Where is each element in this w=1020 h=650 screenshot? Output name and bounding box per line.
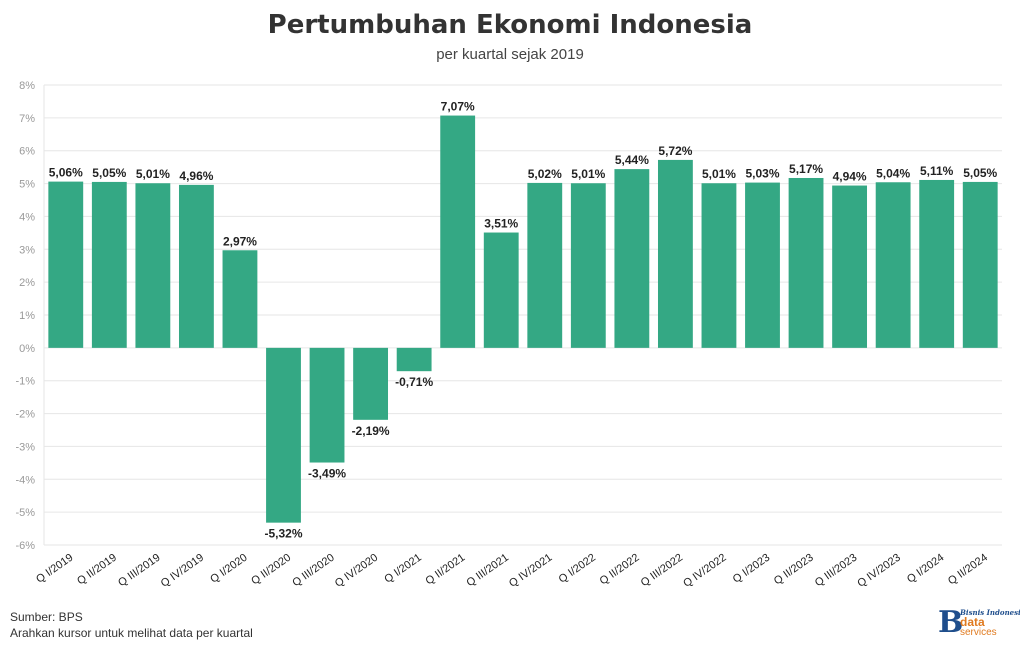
bar-q-iii-2023[interactable] bbox=[832, 185, 868, 348]
data-label: -0,71% bbox=[395, 375, 433, 389]
bar-q-i-2023[interactable] bbox=[745, 182, 780, 348]
y-tick-label: -4% bbox=[15, 474, 35, 486]
x-tick-label: Q I/2022 bbox=[557, 552, 598, 586]
bar-q-iii-2019[interactable] bbox=[135, 183, 171, 348]
x-tick-label: Q I/2023 bbox=[731, 552, 772, 586]
x-tick-label: Q II/2019 bbox=[75, 552, 119, 588]
x-tick-label: Q II/2024 bbox=[946, 552, 990, 588]
data-label: 5,05% bbox=[963, 166, 997, 180]
bar-q-iv-2021[interactable] bbox=[527, 182, 563, 348]
data-label: 5,01% bbox=[702, 167, 736, 181]
x-tick-label: Q III/2019 bbox=[116, 552, 162, 590]
bar-q-ii-2020[interactable] bbox=[266, 347, 301, 523]
bar-q-i-2024[interactable] bbox=[919, 179, 955, 348]
x-tick-label: Q II/2020 bbox=[249, 552, 293, 588]
hint-note: Arahkan kursor untuk melihat data per ku… bbox=[10, 626, 253, 640]
y-tick-label: -5% bbox=[15, 507, 35, 519]
x-tick-label: Q II/2021 bbox=[423, 552, 467, 588]
y-tick-label: -1% bbox=[15, 376, 35, 388]
bar-q-iii-2022[interactable] bbox=[657, 159, 693, 348]
logo-name: Bisnis Indonesia bbox=[960, 608, 1020, 617]
x-tick-label: Q I/2024 bbox=[905, 552, 946, 586]
bar-q-iv-2022[interactable] bbox=[701, 183, 737, 348]
bar-q-ii-2024[interactable] bbox=[962, 181, 998, 348]
data-label: 5,17% bbox=[789, 162, 823, 176]
data-label: 5,06% bbox=[49, 166, 83, 180]
data-label: 5,03% bbox=[745, 167, 779, 181]
data-label: 4,94% bbox=[833, 170, 867, 184]
bar-q-iv-2023[interactable] bbox=[875, 182, 911, 348]
x-tick-label: Q III/2021 bbox=[464, 552, 510, 590]
x-tick-label: Q I/2019 bbox=[34, 552, 75, 586]
y-tick-label: 7% bbox=[19, 113, 35, 125]
x-tick-label: Q II/2022 bbox=[598, 552, 642, 588]
y-tick-label: 3% bbox=[19, 244, 35, 256]
data-label: 5,04% bbox=[876, 166, 910, 180]
data-label: -2,19% bbox=[352, 424, 390, 438]
data-label: 7,07% bbox=[441, 100, 475, 114]
data-label: -3,49% bbox=[308, 467, 346, 481]
y-tick-label: 4% bbox=[19, 211, 35, 223]
bar-q-ii-2021[interactable] bbox=[440, 115, 476, 348]
data-label: 3,51% bbox=[484, 217, 518, 231]
publisher-logo[interactable]: B Bisnis Indonesia data services bbox=[938, 605, 1020, 640]
logo-letter: B bbox=[938, 605, 964, 640]
y-tick-label: 1% bbox=[19, 310, 35, 322]
data-label: 5,11% bbox=[920, 164, 954, 178]
x-tick-label: Q IV/2020 bbox=[333, 552, 380, 590]
data-label: 5,05% bbox=[92, 166, 126, 180]
y-tick-label: 6% bbox=[19, 146, 35, 158]
logo-services-text: services bbox=[960, 627, 997, 638]
bar-q-i-2020[interactable] bbox=[222, 250, 258, 348]
data-label: -5,32% bbox=[264, 527, 302, 541]
bar-q-iii-2021[interactable] bbox=[483, 232, 519, 348]
y-tick-label: -6% bbox=[15, 540, 35, 552]
bar-q-ii-2019[interactable] bbox=[91, 181, 127, 348]
source-note: Sumber: BPS bbox=[10, 610, 83, 624]
y-tick-label: 5% bbox=[19, 179, 35, 191]
data-label: 2,97% bbox=[223, 234, 257, 248]
x-tick-label: Q IV/2022 bbox=[681, 552, 728, 590]
data-label: 5,02% bbox=[528, 167, 562, 181]
y-tick-label: -2% bbox=[15, 409, 35, 421]
logo-data-text: data bbox=[960, 615, 985, 629]
data-label: 5,44% bbox=[615, 153, 649, 167]
data-label: 5,72% bbox=[658, 144, 692, 158]
data-label: 5,01% bbox=[136, 167, 170, 181]
bar-q-iii-2020[interactable] bbox=[309, 347, 345, 463]
data-label: 5,01% bbox=[571, 167, 605, 181]
x-tick-label: Q IV/2021 bbox=[507, 552, 554, 590]
x-tick-label: Q III/2020 bbox=[290, 552, 336, 590]
x-tick-label: Q I/2021 bbox=[382, 552, 423, 586]
x-tick-label: Q I/2020 bbox=[208, 552, 249, 586]
y-tick-label: 0% bbox=[19, 343, 35, 355]
x-tick-label: Q III/2022 bbox=[639, 552, 685, 590]
x-tick-label: Q IV/2023 bbox=[855, 552, 902, 590]
bar-q-i-2022[interactable] bbox=[570, 183, 606, 348]
y-tick-label: 8% bbox=[19, 80, 35, 92]
bar-q-iv-2020[interactable] bbox=[353, 347, 389, 420]
chart-subtitle: per kuartal sejak 2019 bbox=[436, 46, 584, 63]
bar-q-i-2021[interactable] bbox=[396, 347, 432, 372]
data-label: 4,96% bbox=[179, 169, 213, 183]
bar-q-i-2019[interactable] bbox=[48, 181, 84, 348]
bar-q-ii-2023[interactable] bbox=[788, 177, 824, 348]
x-tick-label: Q II/2023 bbox=[772, 552, 816, 588]
bar-q-ii-2022[interactable] bbox=[614, 169, 650, 348]
x-tick-label: Q III/2023 bbox=[813, 552, 859, 590]
y-tick-label: -3% bbox=[15, 441, 35, 453]
x-tick-label: Q IV/2019 bbox=[159, 552, 206, 590]
y-tick-label: 2% bbox=[19, 277, 35, 289]
bar-q-iv-2019[interactable] bbox=[178, 184, 214, 348]
chart-title: Pertumbuhan Ekonomi Indonesia bbox=[267, 10, 753, 40]
